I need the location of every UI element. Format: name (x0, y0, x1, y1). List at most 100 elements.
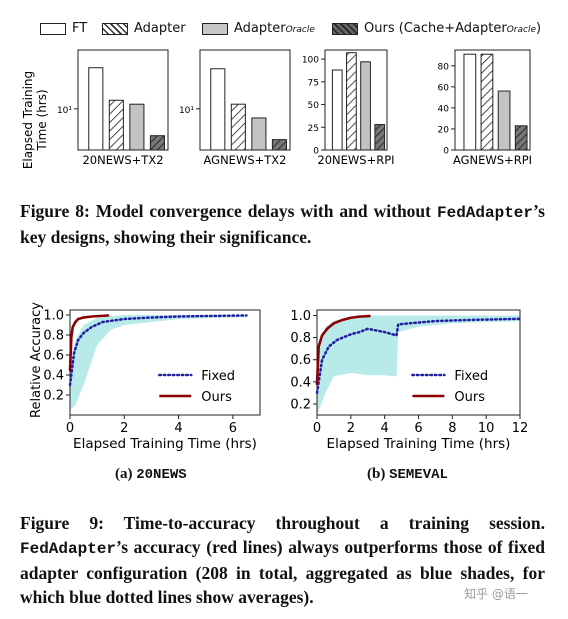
line-panel-2: 0.2 0.4 0.6 0.8 1.0 0 2 4 6 8 10 12 Fixed Ours Elapsed… (290, 309, 528, 452)
ytick-label: 0.2 (290, 397, 311, 412)
bar (251, 117, 267, 151)
bar (497, 90, 511, 151)
figure8-legend: FT Adapter AdapterOracle Ours (Cache+Ada… (40, 18, 560, 44)
bar (480, 53, 494, 151)
figure9-line-charts: Relative Accuracy 0.20.40.60.81.00 2 4 6Fixe… (29, 302, 528, 452)
figure9-caption: Figure 9: Time-to-accuracy throughout a … (20, 511, 545, 609)
ytick-label: 0.2 (43, 389, 64, 404)
figure8-caption-mono: FedAdapter (436, 204, 533, 222)
ytick-label: 0 (313, 147, 319, 157)
legend-oracle-label: Adapter (234, 21, 286, 36)
fixed-line (315, 317, 522, 395)
ytick-label: 25 (308, 124, 319, 134)
ft-swatch (40, 22, 66, 35)
ytick-label: 0.8 (43, 329, 64, 344)
legend-ours-close: ) (536, 21, 542, 36)
bar (360, 61, 371, 151)
bar (346, 52, 357, 151)
ytick-label: 0 (443, 147, 449, 157)
ytick-label: 0.8 (290, 331, 311, 346)
figure9-caption-rest: ’s accuracy (red lines) always outperfor… (20, 537, 545, 607)
xtick-label: 0 (313, 421, 321, 436)
xtick-label: 10 (478, 421, 495, 436)
panel-xlabel: 20NEWS+TX2 (82, 153, 163, 167)
figure9-caption-line1: Figure 9: Time-to-accuracy throughout a … (20, 513, 545, 533)
ytick-label: 0.6 (290, 353, 311, 368)
bar (463, 53, 477, 151)
ytick-label: 0.4 (43, 369, 64, 384)
ytick-label: 10¹ (57, 106, 72, 116)
legend-ours-label: Ours (Cache+Adapter (364, 21, 507, 36)
panel-xlabel: 20NEWS+RPI (317, 153, 394, 167)
bar-panel-4: 0 20 40 60 80 AGNEWS+RPI (438, 49, 532, 167)
ytick-label: 0.6 (43, 349, 64, 364)
figure9-ylabel: Relative Accuracy (29, 302, 44, 418)
ytick-label: 1.0 (290, 309, 311, 324)
bar (230, 103, 246, 151)
panel-xlabel: Elapsed Training Time (hrs) (327, 436, 511, 452)
xtick-label: 0 (66, 421, 74, 436)
subcaption-a-mono: 20NEWS (136, 467, 187, 483)
figure8-ylabel-line2: Time (hrs) (35, 89, 49, 151)
ytick-label: 0.4 (290, 375, 311, 390)
oracle-swatch (202, 22, 228, 35)
xtick-label: 8 (448, 421, 456, 436)
range-shade (317, 315, 520, 415)
xtick-label: 2 (120, 421, 128, 436)
ytick-label: 40 (438, 104, 450, 114)
fixed-line (68, 314, 248, 387)
panel-xlabel: AGNEWS+TX2 (204, 153, 287, 167)
ytick-label: 20 (438, 125, 450, 135)
subcaption-b-prefix: (b) (367, 466, 390, 482)
bar (149, 135, 165, 151)
xtick-label: 2 (347, 421, 355, 436)
legend-ours: Ours (Cache+AdapterOracle) (332, 21, 541, 36)
ytick-label: 60 (438, 83, 450, 93)
panel-xlabel: AGNEWS+RPI (453, 153, 532, 167)
figure8-caption: Figure 8: Model convergence delays with … (20, 199, 545, 249)
xtick-label: 4 (174, 421, 182, 436)
subcaption-a-prefix: (a) (115, 466, 137, 482)
legend-ours-label: Ours (201, 390, 232, 405)
xtick-label: 6 (414, 421, 422, 436)
bar (374, 124, 386, 151)
legend-oracle-sub: Oracle (285, 25, 315, 35)
subcaption-b-mono: SEMEVAL (389, 467, 448, 483)
ytick-label: 50 (308, 101, 320, 111)
legend-fixed-label: Fixed (201, 369, 235, 384)
bar (271, 139, 287, 151)
bar (514, 125, 528, 151)
figure8-ylabel-line1: Elapsed Training (21, 71, 35, 169)
legend-ours-label: Ours (454, 390, 485, 405)
legend-adapter-label: Adapter (134, 21, 186, 36)
figure8-caption-prefix: Figure 8: Model convergence delays with … (20, 201, 437, 221)
bar-panel-2: 10¹ AGNEWS+TX2 (179, 49, 291, 167)
bar (129, 103, 145, 151)
legend-adapter: Adapter (102, 21, 186, 36)
ytick-label: 10¹ (179, 106, 194, 116)
figure9-subcaption-b: (b) SEMEVAL (367, 466, 448, 483)
legend-ft-label: FT (72, 21, 88, 36)
adapter-swatch (102, 22, 128, 35)
legend-fixed-label: Fixed (454, 369, 488, 384)
panel-xlabel: Elapsed Training Time (hrs) (73, 436, 257, 452)
ytick-label: 75 (308, 78, 319, 88)
legend-ours-sub: Oracle (506, 25, 536, 35)
ours-line (315, 314, 371, 386)
legend-oracle: AdapterOracle (202, 21, 315, 36)
bar (210, 68, 226, 151)
figure8-caption-suffix: ’s key designs, showing their significan… (20, 201, 545, 247)
xtick-label: 4 (381, 421, 389, 436)
xtick-label: 6 (229, 421, 237, 436)
ytick-label: 80 (438, 62, 450, 72)
figure9-caption-mono: FedAdapter (20, 540, 117, 558)
ours-swatch (332, 22, 358, 35)
range-shade (70, 315, 247, 410)
watermark: 知乎 @语一 (464, 587, 528, 601)
bar-panel-1: 10¹ 20NEWS+TX2 (57, 49, 169, 167)
ytick-label: 100 (302, 56, 319, 66)
bar (331, 69, 343, 151)
xtick-label: 12 (512, 421, 529, 436)
bar (88, 67, 104, 151)
figure8-ylabel: Elapsed Training Time (hrs) (21, 71, 49, 169)
